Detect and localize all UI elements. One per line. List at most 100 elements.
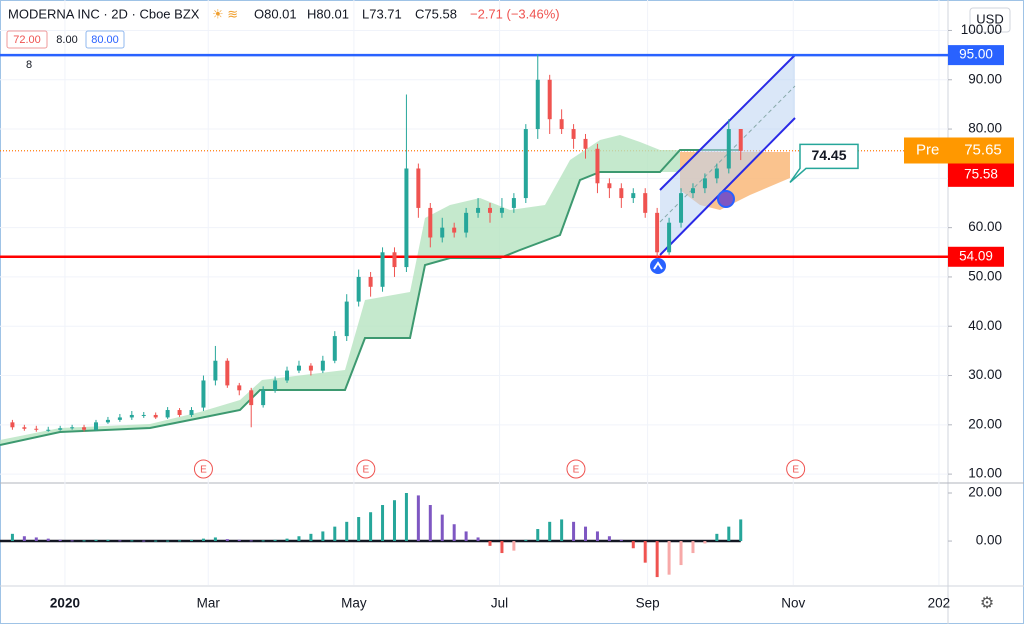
candle-body <box>607 183 612 189</box>
y-tick-label: 20.00 <box>968 416 1002 431</box>
profile-label: 8 <box>26 59 32 71</box>
candle-body <box>46 429 51 431</box>
osc-bar <box>58 539 62 542</box>
candle-body <box>213 360 218 381</box>
osc-bar <box>22 536 26 542</box>
osc-bar <box>392 500 396 542</box>
osc-bar <box>667 541 671 575</box>
candle-body <box>667 222 672 253</box>
candle-body <box>476 207 481 213</box>
y-tick-label: 30.00 <box>968 367 1002 382</box>
candle-body <box>273 380 278 391</box>
premarket-label: 75.65 <box>964 141 1002 158</box>
candle-body <box>690 188 695 194</box>
osc-bar <box>536 529 540 542</box>
candle-body <box>643 193 648 213</box>
earnings-label: E <box>792 465 799 476</box>
candle-body <box>296 365 301 371</box>
candle-body <box>738 129 743 151</box>
candle-body <box>129 414 134 418</box>
plot <box>0 0 948 585</box>
candle-body <box>105 419 110 423</box>
candle-body <box>368 276 373 287</box>
osc-bar <box>369 512 373 542</box>
osc-bar <box>10 533 14 542</box>
earnings-marker <box>566 459 586 479</box>
candle-body <box>452 227 457 233</box>
candle-body <box>428 207 433 238</box>
osc-bar <box>584 526 588 542</box>
candle-body <box>344 301 349 337</box>
candle-body <box>714 168 719 179</box>
osc-bar <box>357 517 361 542</box>
channel-lower <box>659 117 796 256</box>
osc-bar <box>82 540 86 542</box>
osc-bar <box>548 521 552 542</box>
osc-bar <box>691 541 695 554</box>
osc-bar <box>94 539 98 542</box>
candle-body <box>201 380 206 408</box>
osc-bar <box>572 521 576 542</box>
osc-bar <box>249 540 253 542</box>
earnings-marker <box>356 459 376 479</box>
y-tick-label: 60.00 <box>968 219 1002 234</box>
osc-bar <box>643 541 647 563</box>
currency: USD <box>976 11 1003 26</box>
osc-bar <box>488 541 492 546</box>
candle-body <box>547 79 552 120</box>
osc-bar <box>631 541 635 549</box>
osc-bar <box>416 495 420 542</box>
candle-body <box>356 276 361 302</box>
x-tick-label: Nov <box>781 596 805 611</box>
candle-body <box>117 417 122 420</box>
osc-bar <box>321 531 325 542</box>
y-tick-label: 40.00 <box>968 318 1002 333</box>
osc-bar <box>70 540 74 542</box>
price-tag-label: 54.09 <box>959 248 993 263</box>
pivot-arrow <box>653 261 663 270</box>
osc-bar <box>476 537 480 542</box>
currency-button[interactable] <box>969 7 1011 33</box>
settings-icon[interactable]: ⚙ <box>980 595 994 612</box>
x-tick-label: Jul <box>491 596 508 611</box>
osc-bar <box>452 524 456 542</box>
osc-bar <box>237 539 241 542</box>
baseline <box>0 149 740 446</box>
candle-body <box>332 336 337 361</box>
y-tick-label: 90.00 <box>968 71 1002 86</box>
candle-body <box>404 168 409 268</box>
osc-bar <box>404 493 408 542</box>
candle-body <box>631 193 636 199</box>
cloud <box>0 135 680 445</box>
callout-label: 74.45 <box>811 147 846 163</box>
candle-body <box>464 212 469 233</box>
change-text: −2.71 (−3.46%) <box>470 6 560 21</box>
candle-body <box>571 129 576 139</box>
badge-text: 72.00 <box>13 34 41 46</box>
candle-body <box>225 360 230 386</box>
osc-bar <box>46 538 50 542</box>
candle-body <box>165 410 170 418</box>
channel-upper <box>659 54 796 191</box>
osc-bar <box>727 526 731 542</box>
candle-body <box>10 422 15 428</box>
earnings-label: E <box>573 465 580 476</box>
legend: MODERNA INC · 2D · Cboe BZX ☀ ≋ O80.01 H… <box>6 6 560 71</box>
osc-bar <box>273 539 277 542</box>
candle-body <box>655 212 660 253</box>
candle-body <box>702 178 707 189</box>
osc-bar <box>500 541 504 554</box>
osc-bar <box>130 540 134 542</box>
osc-bar <box>225 539 229 542</box>
osc-bar <box>297 536 301 542</box>
candle-body <box>487 207 492 213</box>
candle-body <box>285 370 290 381</box>
price-tag-label: 75.58 <box>964 166 998 181</box>
badge-text: 8.00 <box>56 34 77 46</box>
candle-body <box>308 365 313 371</box>
x-tick-label: Mar <box>197 596 221 611</box>
candle-body <box>511 198 516 208</box>
premarket-tag <box>904 137 1014 164</box>
